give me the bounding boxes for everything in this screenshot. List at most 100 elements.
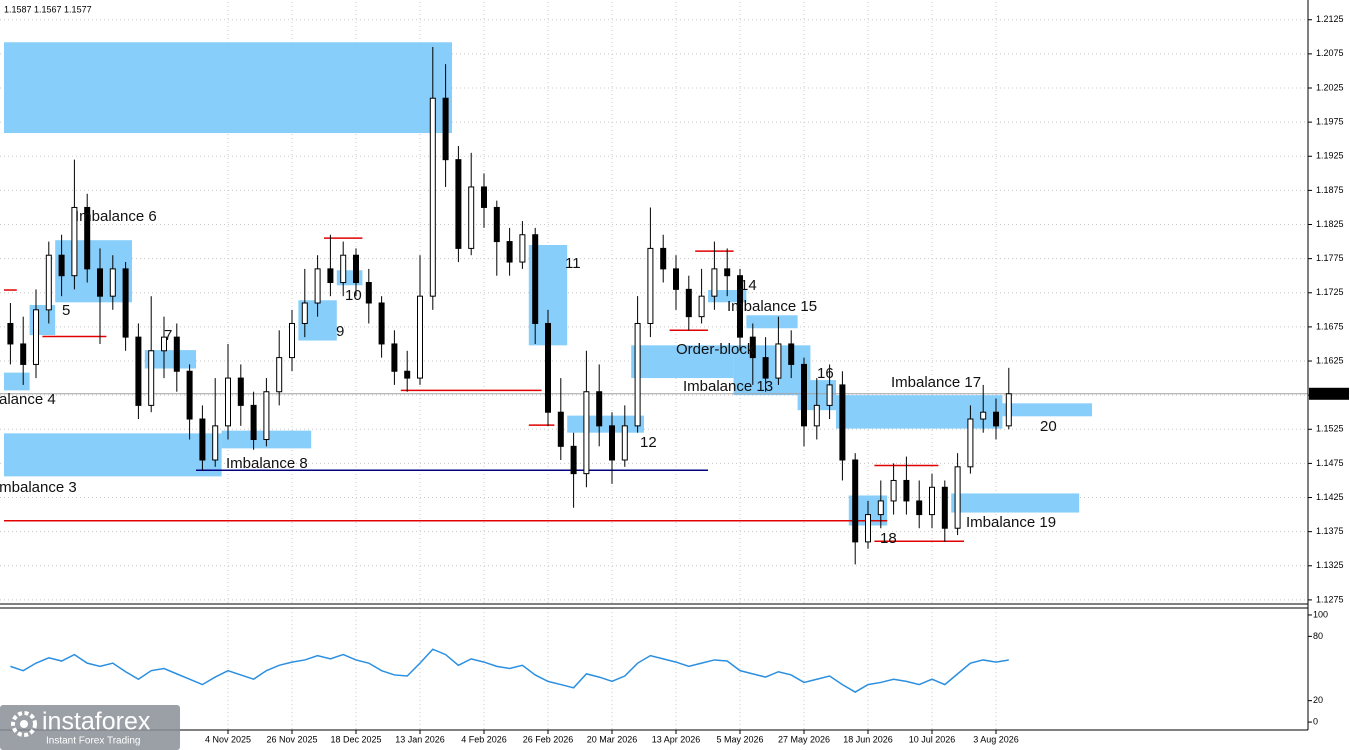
candle-body (596, 391, 603, 427)
zone-label: Imbalance 17 (891, 374, 981, 391)
zone-label: 7 (164, 327, 172, 344)
candle-body (199, 418, 206, 461)
zone-label: Imbalance 6 (75, 208, 157, 225)
candle-body (135, 336, 142, 406)
candle-body (711, 268, 718, 297)
candle-body (161, 336, 167, 352)
x-tick-label: 26 Feb 2026 (523, 734, 574, 744)
zone-label: Imbalance 8 (226, 455, 308, 472)
candle-body (532, 234, 539, 324)
y-tick-label: 1.1825 (1316, 219, 1344, 229)
zone (567, 415, 644, 433)
candle-body (122, 268, 129, 338)
logo-text: instaforex (42, 708, 151, 736)
indicator-tick-label: 100 (1313, 609, 1328, 619)
zone-label: Imbalance 15 (727, 298, 817, 315)
zone (144, 350, 196, 369)
candle-body (225, 377, 231, 427)
candle-body (826, 384, 833, 406)
candle-body (865, 514, 871, 543)
candle-body (84, 206, 91, 270)
candle-body (839, 384, 846, 461)
candle-body (7, 322, 14, 345)
zone (631, 345, 734, 379)
y-tick-label: 1.1525 (1316, 424, 1344, 434)
candle-body (442, 97, 449, 161)
x-tick-label: 4 Nov 2025 (205, 734, 251, 744)
candle-body (570, 445, 577, 475)
candle-body (45, 254, 52, 311)
candle-body (109, 268, 116, 297)
y-tick-label: 1.2125 (1316, 14, 1344, 24)
logo-tagline: Instant Forex Trading (46, 736, 141, 747)
zone-label: 12 (640, 434, 657, 451)
candle-body (353, 254, 359, 284)
candle-body (890, 479, 897, 502)
zone-label: Imbalance 4 (0, 391, 56, 408)
candle-body (762, 357, 769, 379)
y-tick-label: 1.1675 (1316, 321, 1344, 331)
x-tick-label: 20 Mar 2026 (587, 734, 638, 744)
last-price-label: 1.1577 (1316, 388, 1344, 398)
candle-body (493, 206, 500, 243)
candle-body (148, 350, 155, 406)
candle-body (929, 486, 935, 516)
candle-body (813, 404, 820, 427)
zone-label: 10 (345, 287, 362, 304)
price-panel: Imbalance 4 Imbalance 3 5 Imbalance 6 7 Imbal… (0, 2, 1308, 604)
zone (836, 395, 1003, 429)
zone-label: Imbalance 3 (0, 479, 77, 496)
candle-body (20, 343, 27, 365)
x-tick-label: 13 Apr 2026 (652, 734, 701, 744)
indicator-tick-label: 0 (1313, 716, 1318, 726)
y-tick-label: 1.1275 (1316, 594, 1344, 604)
candle-body (391, 343, 398, 372)
candle-body (660, 247, 667, 270)
candle-body (506, 241, 513, 263)
indicator-tick-label: 80 (1313, 631, 1323, 641)
indicator-line (10, 648, 1009, 693)
y-tick-label: 1.1975 (1316, 117, 1344, 127)
x-tick-label: 27 May 2026 (778, 734, 830, 744)
candle-body (801, 363, 807, 427)
candle-body (186, 370, 193, 420)
candle-body (378, 302, 385, 345)
zone-label: 20 (1040, 418, 1057, 435)
candle-body (877, 500, 884, 516)
logo-icon (20, 720, 28, 728)
candle-body (97, 268, 103, 297)
candle-body (327, 268, 334, 284)
zone-label: 18 (880, 530, 897, 547)
candle-body (954, 466, 961, 529)
candle-body (545, 322, 551, 413)
x-tick-label: 26 Nov 2025 (266, 734, 317, 744)
candle-body (634, 322, 641, 427)
y-tick-label: 1.1375 (1316, 526, 1344, 536)
y-tick-label: 1.1475 (1316, 458, 1344, 468)
zone-label: 14 (740, 277, 757, 294)
y-tick-label: 1.1925 (1316, 151, 1344, 161)
x-tick-label: 3 Aug 2026 (973, 734, 1019, 744)
price-header: 1.1587 1.1567 1.1577 (4, 4, 92, 14)
y-tick-label: 1.2025 (1316, 82, 1344, 92)
candle-body (250, 404, 257, 441)
candle-body (455, 159, 462, 249)
zone (4, 433, 222, 477)
zone (4, 42, 452, 134)
candle-body (212, 425, 219, 461)
candle-body (404, 370, 411, 379)
candle-body (621, 425, 628, 461)
candle-body (852, 459, 859, 543)
x-tick-label: 4 Feb 2026 (461, 734, 507, 744)
candle-body (519, 234, 526, 263)
candle-body (71, 206, 78, 277)
candle-body (647, 247, 654, 324)
candle-body (749, 336, 756, 359)
zone (951, 493, 1080, 513)
candle-body (263, 391, 270, 441)
candle-body (417, 295, 423, 379)
logo-box (0, 705, 180, 750)
candle-body (276, 357, 283, 393)
zone-label: Order-block (676, 341, 755, 358)
logo: instaforex Instant Forex Trading (0, 705, 180, 750)
